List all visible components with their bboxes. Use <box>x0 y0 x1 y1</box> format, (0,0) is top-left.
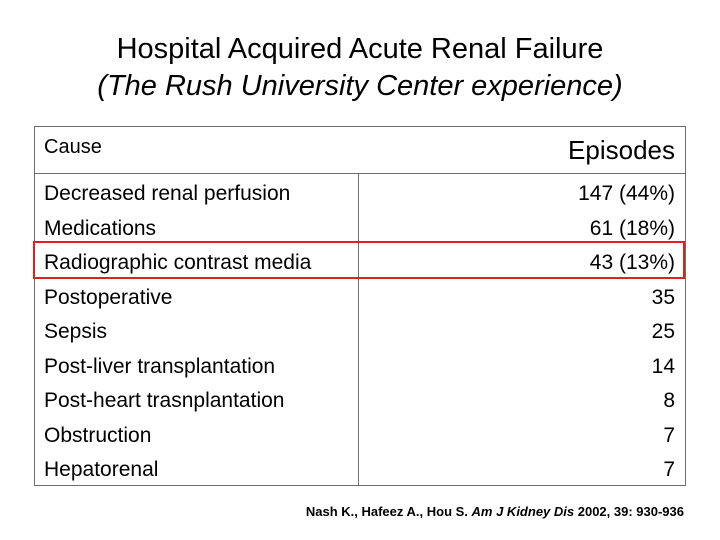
table-row: Hepatorenal 7 <box>35 455 685 490</box>
episodes-cell: 14 <box>651 354 675 378</box>
table-body: Decreased renal perfusion 147 (44%) Medi… <box>35 179 685 490</box>
table-row: Radiographic contrast media 43 (13%) <box>35 248 685 283</box>
episodes-cell: 7 <box>663 423 675 447</box>
table-row: Post-liver transplantation 14 <box>35 352 685 387</box>
table-row: Medications 61 (18%) <box>35 214 685 249</box>
header-episodes: Episodes <box>568 135 675 165</box>
citation: Nash K., Hafeez A., Hou S. Am J Kidney D… <box>306 504 684 519</box>
column-divider <box>358 173 359 485</box>
table-row: Obstruction 7 <box>35 421 685 456</box>
episodes-cell: 147 (44%) <box>578 182 675 205</box>
cause-cell: Post-heart trasnplantation <box>44 389 285 412</box>
cause-cell: Medications <box>44 216 157 240</box>
citation-details: 2002, 39: 930-936 <box>574 504 684 519</box>
cause-cell: Post-liver transplantation <box>44 354 276 378</box>
cause-cell: Hepatorenal <box>44 458 159 481</box>
table-row: Postoperative 35 <box>35 283 685 318</box>
episodes-cell: 7 <box>663 458 675 481</box>
cause-cell: Obstruction <box>44 423 152 447</box>
highlight-box <box>33 241 685 279</box>
page-subtitle: (The Rush University Center experience) <box>97 70 623 102</box>
citation-authors: Nash K., Hafeez A., Hou S. <box>305 504 472 519</box>
header-divider <box>35 173 685 174</box>
cause-cell: Decreased renal perfusion <box>44 182 291 205</box>
causes-table: Cause Episodes Decreased renal perfusion… <box>34 126 686 486</box>
cause-cell: Sepsis <box>44 320 108 343</box>
cause-cell: Postoperative <box>44 285 173 309</box>
episodes-cell: 61 (18%) <box>589 216 675 240</box>
cause-cell: Radiographic contrast media <box>44 251 312 274</box>
table-header: Cause Episodes <box>35 127 685 173</box>
table-row: Sepsis 25 <box>35 317 685 352</box>
citation-journal: Am J Kidney Dis <box>471 504 575 519</box>
episodes-cell: 35 <box>651 285 675 309</box>
table-row: Decreased renal perfusion 147 (44%) <box>35 179 685 214</box>
page-title: Hospital Acquired Acute Renal Failure <box>116 33 604 65</box>
episodes-cell: 43 (13%) <box>589 251 675 274</box>
episodes-cell: 25 <box>651 320 675 343</box>
table-row: Post-heart trasnplantation 8 <box>35 386 685 421</box>
episodes-cell: 8 <box>663 389 675 412</box>
header-cause: Cause <box>44 136 102 158</box>
